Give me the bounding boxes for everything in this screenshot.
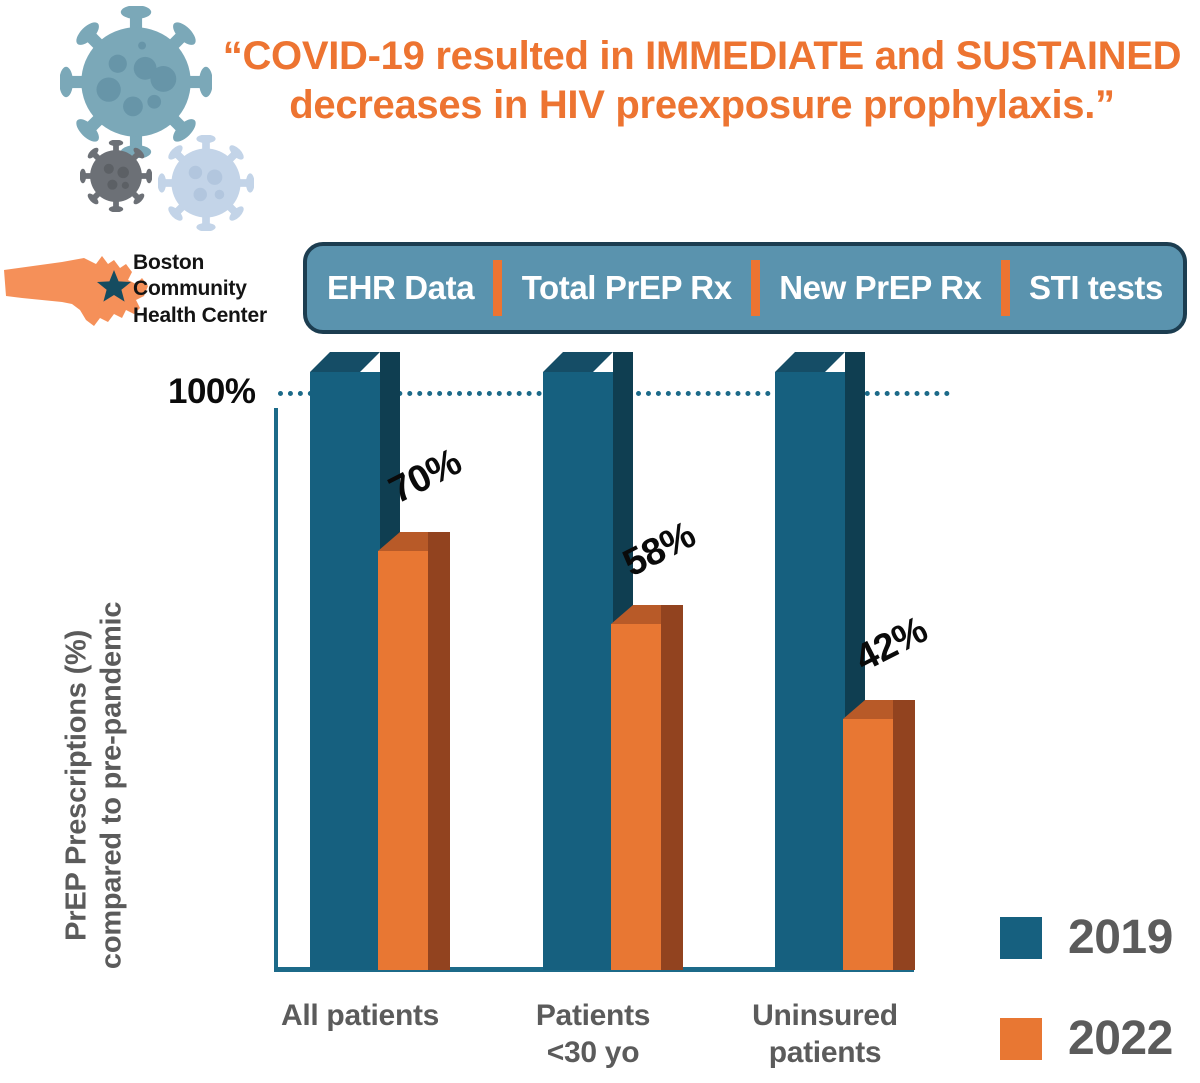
bar-front-face [310, 372, 380, 970]
legend-item-2019: 2019 [1000, 910, 1173, 965]
legend-swatch-2019 [1000, 916, 1042, 959]
bar-side-face [661, 605, 683, 970]
x-tick-label-patients-under-30: Patients <30 yo [483, 998, 703, 1071]
y-axis-label-line-2: compared to pre-pandemic [96, 601, 128, 970]
x-tick-line-1: Uninsured [752, 999, 898, 1032]
headline-quote: “COVID-19 resulted in IMMEDIATE and SUST… [222, 34, 1182, 127]
bar-2022-patients-under-30 [611, 605, 683, 970]
bar-front-face [843, 719, 893, 970]
bar-front-face [378, 551, 428, 970]
x-tick-line-1: All patients [280, 999, 440, 1032]
data-sources-banner: EHR Data Total PrEP Rx New PrEP Rx STI t… [303, 242, 1187, 334]
x-tick-label-uninsured-patients: Uninsured patients [715, 998, 935, 1071]
y-axis-line [274, 408, 278, 970]
y-axis-label: PrEP Prescriptions (%) compared to pre-p… [60, 505, 131, 1065]
legend-swatch-2022 [1000, 1017, 1042, 1060]
bar-side-face [893, 700, 915, 970]
bar-top-face [310, 352, 380, 372]
bar-top-face [775, 352, 845, 372]
banner-separator-3 [1000, 260, 1010, 316]
banner-separator-1 [493, 260, 503, 316]
legend-label-2022: 2022 [1068, 1012, 1173, 1065]
bar-2019-uninsured-patients [775, 352, 865, 970]
x-tick-line-2: patients [768, 1035, 882, 1069]
bar-front-face [543, 372, 613, 970]
banner-item-total-prep-rx: Total PrEP Rx [521, 269, 732, 306]
banner-item-new-prep-rx: New PrEP Rx [779, 269, 982, 306]
legend-item-2022: 2022 [1000, 1011, 1173, 1066]
logo-line-2: Community [133, 277, 247, 301]
bar-2019-all-patients [310, 352, 400, 970]
y-axis-label-line-1: PrEP Prescriptions (%) [60, 629, 93, 941]
bar-side-face [428, 532, 450, 970]
logo-text-block: Boston Community Health Center [133, 250, 267, 329]
logo-line-1: Boston [133, 251, 205, 274]
y-tick-label-100: 100% [168, 372, 256, 411]
massachusetts-map-icon [4, 256, 148, 326]
legend-label-2019: 2019 [1068, 911, 1173, 964]
virus-small-gray-icon [80, 140, 152, 212]
logo-line-3: Health Center [133, 303, 267, 327]
virus-small-light-icon [158, 135, 254, 231]
organization-logo: Boston Community Health Center [0, 238, 300, 348]
bar-front-face [775, 372, 845, 970]
virus-illustration-group [58, 0, 278, 231]
x-tick-line-2: <30 yo [546, 1035, 640, 1069]
bar-2022-all-patients [378, 532, 450, 970]
banner-item-sti-tests: STI tests [1029, 269, 1163, 306]
bar-front-face [611, 624, 661, 970]
banner-separator-2 [750, 260, 760, 316]
bar-2022-uninsured-patients [843, 700, 915, 970]
bar-2019-patients-under-30 [543, 352, 633, 970]
chart-legend: 2019 2022 [1000, 910, 1173, 1083]
x-tick-label-all-patients: All patients [250, 998, 470, 1035]
bar-top-face [543, 352, 613, 372]
bar-chart: PrEP Prescriptions (%) compared to pre-p… [0, 350, 1200, 1083]
banner-item-ehr-data: EHR Data [327, 269, 475, 306]
x-tick-line-1: Patients [535, 999, 651, 1032]
